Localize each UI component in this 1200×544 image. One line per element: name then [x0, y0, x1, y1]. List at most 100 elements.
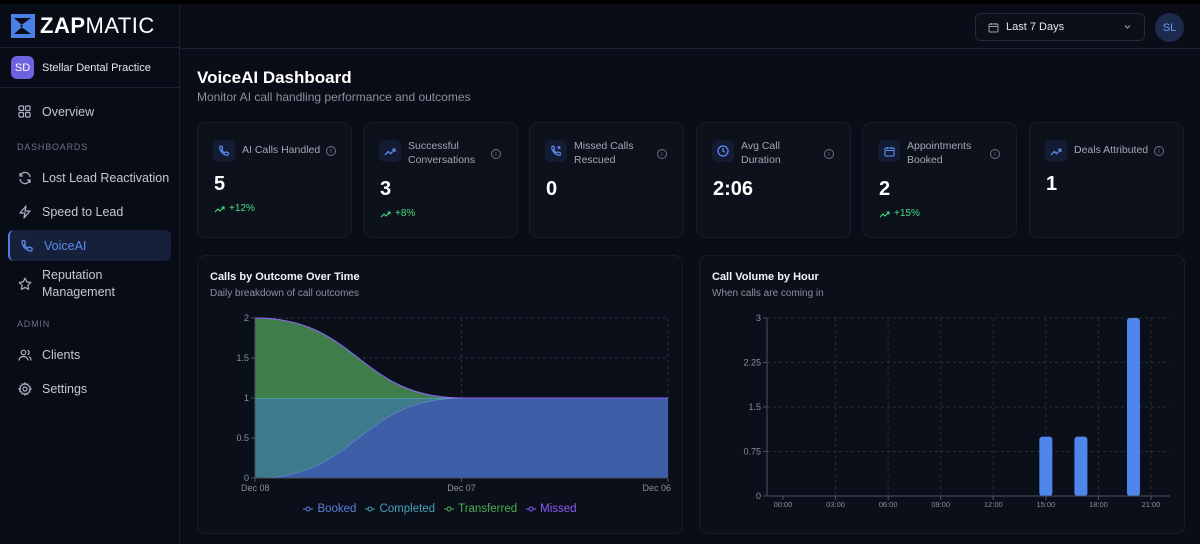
sidebar-item-reputation-management[interactable]: Reputation Management — [8, 264, 171, 304]
sidebar-item-voiceai[interactable]: VoiceAI — [8, 230, 171, 261]
area-line-missed — [254, 317, 668, 399]
kpi-label: Deals Attributed — [1074, 144, 1149, 156]
brand-bold: ZAP — [40, 12, 86, 38]
legend-item-booked[interactable]: Booked — [303, 503, 356, 515]
legend-label: Completed — [379, 503, 436, 515]
kpi-value: 2:06 — [713, 178, 754, 200]
kpi-label: AI Calls Handled — [242, 144, 321, 156]
users-icon — [17, 347, 32, 362]
area-series-booked — [255, 398, 668, 478]
kpi-value: 5 — [214, 173, 226, 195]
calendar-icon — [988, 22, 999, 32]
y-tick-label: 0 — [244, 473, 249, 483]
sidebar: ZAPMATIC SD Stellar Dental Practice Over… — [0, 4, 180, 544]
sidebar-item-settings[interactable]: Settings — [8, 373, 171, 404]
legend-item-transferred[interactable]: Transferred — [444, 503, 517, 515]
user-avatar[interactable]: SL — [1155, 13, 1184, 42]
kpi-value: 1 — [1046, 173, 1058, 195]
refresh-icon — [17, 170, 32, 185]
calendar-icon — [878, 140, 900, 162]
sidebar-item-label: Reputation Management — [42, 268, 115, 299]
chart-legend: Booked Completed Transferred Missed — [198, 503, 682, 515]
kpi-value: 2 — [879, 178, 891, 200]
bar-hour-15 — [1039, 436, 1053, 496]
x-tick-label: 03:00 — [826, 500, 845, 509]
kpi-label: Successful Conversations — [408, 140, 476, 166]
area-series-transferred — [255, 318, 668, 398]
kpi-label: Appointments Booked — [907, 140, 972, 166]
kpi-card-successful-conversations: Successful Conversations i 3 +8% — [363, 122, 518, 238]
kpi-delta: +8% — [380, 208, 415, 219]
phone-icon — [213, 140, 235, 162]
grid-icon — [17, 104, 32, 119]
top-header: Last 7 Days SL — [181, 4, 1200, 49]
main-content: VoiceAI Dashboard Monitor AI call handli… — [181, 50, 1200, 544]
kpi-delta-value: +8% — [395, 208, 416, 219]
clock-icon — [712, 140, 734, 162]
legend-marker-icon — [365, 506, 376, 512]
y-tick-label: 0.5 — [236, 433, 249, 443]
y-tick-label: 3 — [756, 313, 761, 323]
logo[interactable]: ZAPMATIC — [0, 4, 179, 48]
legend-marker-icon — [526, 506, 537, 512]
kpi-delta: +12% — [214, 203, 255, 214]
x-tick-label: Dec 07 — [447, 483, 476, 493]
x-tick-label: Dec 06 — [642, 483, 671, 493]
kpi-card-deals-attributed: Deals Attributed i 1 — [1029, 122, 1184, 238]
y-tick-label: 1.5 — [236, 353, 249, 363]
sidebar-item-overview[interactable]: Overview — [8, 96, 171, 127]
y-tick-label: 1.5 — [748, 402, 761, 412]
legend-label: Missed — [540, 503, 577, 515]
info-icon[interactable]: i — [491, 149, 501, 159]
phone-missed-icon — [545, 140, 567, 162]
lightning-icon — [17, 204, 32, 219]
x-tick-label: 12:00 — [984, 500, 1003, 509]
x-tick-label: 18:00 — [1089, 500, 1108, 509]
info-icon[interactable]: i — [657, 149, 667, 159]
chevron-down-icon — [1124, 25, 1131, 29]
client-name: Stellar Dental Practice — [42, 61, 151, 74]
info-icon[interactable]: i — [1154, 146, 1164, 156]
kpi-delta: +15% — [879, 208, 920, 219]
kpi-card-avg-call-duration: Avg Call Duration i 2:06 — [696, 122, 851, 238]
kpi-card-missed-calls-rescued: Missed Calls Rescued i 0 — [529, 122, 684, 238]
legend-item-missed[interactable]: Missed — [526, 503, 577, 515]
sidebar-item-lost-lead-reactivation[interactable]: Lost Lead Reactivation — [8, 162, 171, 193]
sidebar-item-label: VoiceAI — [44, 238, 87, 253]
kpi-value: 0 — [546, 178, 558, 200]
chart-card-calls-by-outcome: Calls by Outcome Over Time Daily breakdo… — [197, 255, 683, 534]
info-icon[interactable]: i — [824, 149, 834, 159]
x-tick-label: 06:00 — [879, 500, 898, 509]
kpi-value: 3 — [380, 178, 392, 200]
trending-up-icon — [1045, 140, 1067, 162]
bar-hour-17 — [1074, 436, 1088, 496]
y-tick-label: 0 — [756, 491, 761, 501]
section-dashboards: DASHBOARDS — [17, 142, 89, 152]
legend-label: Transferred — [458, 503, 518, 515]
y-tick-label: 0.75 — [743, 447, 761, 457]
chart-title: Calls by Outcome Over Time — [210, 271, 360, 283]
trending-up-icon — [214, 205, 225, 212]
info-icon[interactable]: i — [990, 149, 1000, 159]
gear-icon — [17, 381, 32, 396]
x-tick-label: Dec 08 — [241, 483, 270, 493]
star-icon — [17, 277, 32, 292]
info-icon[interactable]: i — [326, 146, 336, 156]
trending-up-icon — [380, 210, 391, 217]
kpi-label: Missed Calls Rescued — [574, 140, 634, 166]
legend-item-completed[interactable]: Completed — [365, 503, 435, 515]
y-tick-label: 1 — [244, 393, 249, 403]
y-tick-label: 2 — [244, 313, 249, 323]
sidebar-item-speed-to-lead[interactable]: Speed to Lead — [8, 196, 171, 227]
page-title: VoiceAI Dashboard — [197, 68, 352, 87]
chart-subtitle: When calls are coming in — [712, 288, 824, 299]
date-range-select[interactable]: Last 7 Days — [975, 13, 1145, 41]
sidebar-item-clients[interactable]: Clients — [8, 339, 171, 370]
client-avatar: SD — [11, 56, 34, 79]
bar-hour-20 — [1126, 318, 1140, 496]
trending-up-icon — [879, 210, 890, 217]
client-switcher[interactable]: SD Stellar Dental Practice — [0, 48, 179, 88]
legend-label: Booked — [317, 503, 357, 515]
bar-chart: 0 0.75 1.5 2.25 3 00:00 03:00 06:00 09:00 12:00 15… — [743, 313, 1170, 509]
sidebar-item-label: Speed to Lead — [42, 204, 124, 219]
